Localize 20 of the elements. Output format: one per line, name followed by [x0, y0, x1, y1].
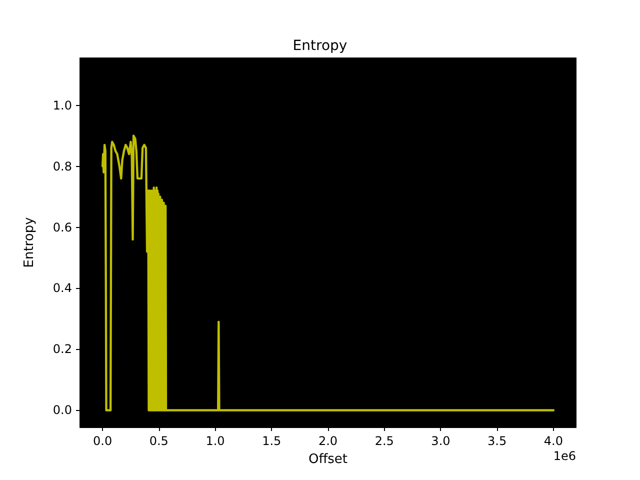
text: 1e6: [553, 449, 576, 463]
y-tick-label: 0.6: [52, 220, 72, 234]
x-tick-label: 4.0: [544, 434, 563, 448]
x-tick-label: 0.0: [93, 434, 112, 448]
x-tick-label: 3.0: [431, 434, 450, 448]
chart-title: Entropy: [292, 38, 348, 54]
y-axis-title: Entropy: [22, 216, 37, 268]
x-tick-label: 2.5: [374, 434, 394, 448]
y-tick-label: 0.8: [52, 159, 72, 174]
y-tick-label: 0.2: [52, 342, 72, 356]
y-tick-label: 1.0: [52, 98, 72, 112]
x-tick-label: 2.0: [318, 434, 338, 448]
x-tick-label: 3.5: [488, 434, 507, 448]
line-series: [101, 134, 555, 412]
x-axis-title: Offset: [308, 452, 348, 467]
y-tick-label: 0.4: [52, 281, 72, 296]
x-tick-label: 1.0: [206, 434, 225, 448]
x-tick-label: 0.5: [149, 434, 168, 448]
x-tick-label: 1.5: [262, 434, 282, 448]
y-tick-label: 0.0: [52, 403, 72, 418]
